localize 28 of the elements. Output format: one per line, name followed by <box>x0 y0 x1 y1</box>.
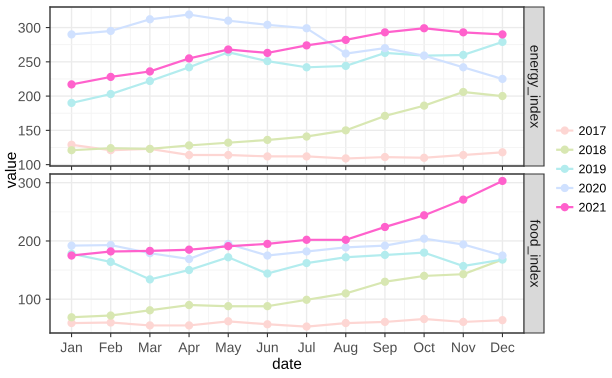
x-tick-label: Nov <box>452 342 476 352</box>
x-tick-label: Jan <box>60 342 82 352</box>
x-tick-label: May <box>216 342 242 355</box>
x-tick-label: Jul <box>298 342 315 352</box>
x-tick-label: Aug <box>333 342 358 355</box>
y-tick-label: 200 <box>18 91 40 102</box>
x-tick-label: Oct <box>414 342 435 352</box>
y-tick-label: 200 <box>18 236 40 246</box>
text: energy_index <box>528 45 540 128</box>
y-tick-label: 250 <box>18 57 40 67</box>
x-tick-label: Mar <box>139 342 162 352</box>
y-tick-label: 300 <box>18 22 40 33</box>
legend-label: 2019 <box>579 164 606 174</box>
y-axis-title: value <box>4 152 16 188</box>
legend-label: 2018 <box>579 145 606 154</box>
x-tick-label: Dec <box>491 342 514 352</box>
x-tick-label: Sep <box>373 342 397 355</box>
y-tick-label: 300 <box>18 178 40 188</box>
x-axis-title: date <box>272 358 302 369</box>
y-tick-label: 100 <box>18 160 40 170</box>
legend-label: 2021 <box>579 202 606 212</box>
x-tick-label: Apr <box>178 342 200 355</box>
x-tick-label: Jun <box>256 342 278 352</box>
legend-label: 2020 <box>579 184 606 193</box>
x-tick-label: Feb <box>100 342 122 352</box>
legend-label: 2017 <box>579 126 606 136</box>
y-tick-label: 100 <box>18 294 40 304</box>
y-tick-label: 150 <box>18 126 40 136</box>
